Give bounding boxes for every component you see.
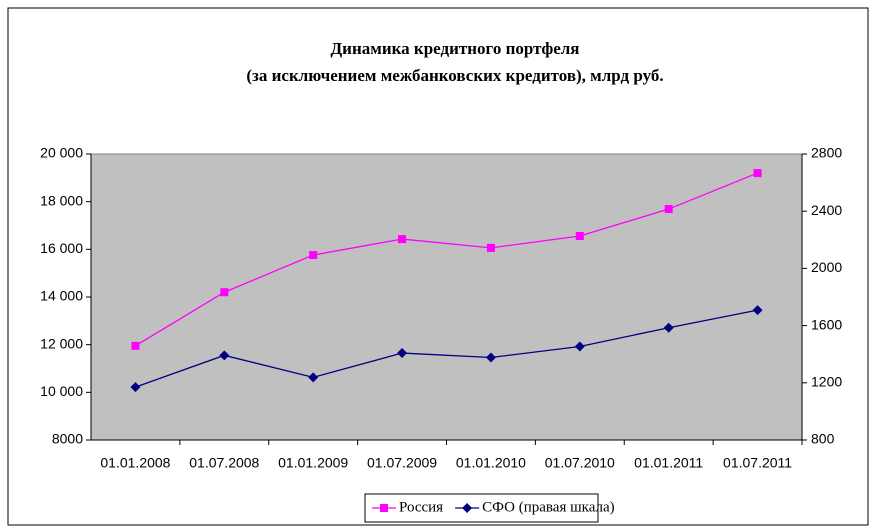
data-point [574,341,585,352]
y-tick-label: 20 000 [40,145,83,161]
y2-tick-label: 2400 [811,202,842,218]
legend-label: Россия [399,499,443,515]
series-line [135,309,758,388]
data-point [219,350,230,361]
x-tick-label: 01.01.2011 [634,455,703,471]
x-tick-label: 01.07.2011 [723,455,792,471]
data-point [485,352,496,363]
chart-title: (за исключением межбанковских кредитов),… [246,66,663,85]
y-tick-label: 8000 [52,431,83,447]
data-point [575,231,584,240]
data-point [663,322,674,333]
chart-title: Динамика кредитного портфеля [330,39,579,58]
y-tick-label: 14 000 [40,288,83,304]
y-tick-label: 16 000 [40,240,83,256]
x-tick-label: 01.01.2010 [456,455,526,471]
data-point [131,341,140,350]
y2-tick-label: 2800 [811,145,842,161]
x-tick-label: 01.07.2008 [189,455,259,471]
y-tick-label: 10 000 [40,383,83,399]
data-point [664,205,673,214]
data-point [309,251,318,260]
x-tick-label: 01.07.2010 [545,455,615,471]
data-point [753,169,762,178]
y-tick-label: 12 000 [40,335,83,351]
legend-marker [380,504,388,512]
data-point [397,348,408,359]
data-point [398,235,407,244]
plot-area [90,153,803,441]
series-line [135,172,758,347]
x-tick-label: 01.01.2008 [100,455,170,471]
legend-marker [462,503,473,513]
legend-label: СФО (правая шкала) [482,499,615,515]
data-point [220,288,229,297]
data-point [130,382,141,393]
data-point [752,305,763,316]
data-point [486,243,495,252]
data-point [308,372,319,383]
y2-tick-label: 1200 [811,374,842,390]
y2-tick-label: 1600 [811,316,842,332]
legend [364,493,599,523]
x-tick-label: 01.07.2009 [367,455,437,471]
y2-tick-label: 2000 [811,259,842,275]
x-tick-label: 01.01.2009 [278,455,348,471]
y2-tick-label: 800 [811,431,835,447]
y-tick-label: 18 000 [40,192,83,208]
